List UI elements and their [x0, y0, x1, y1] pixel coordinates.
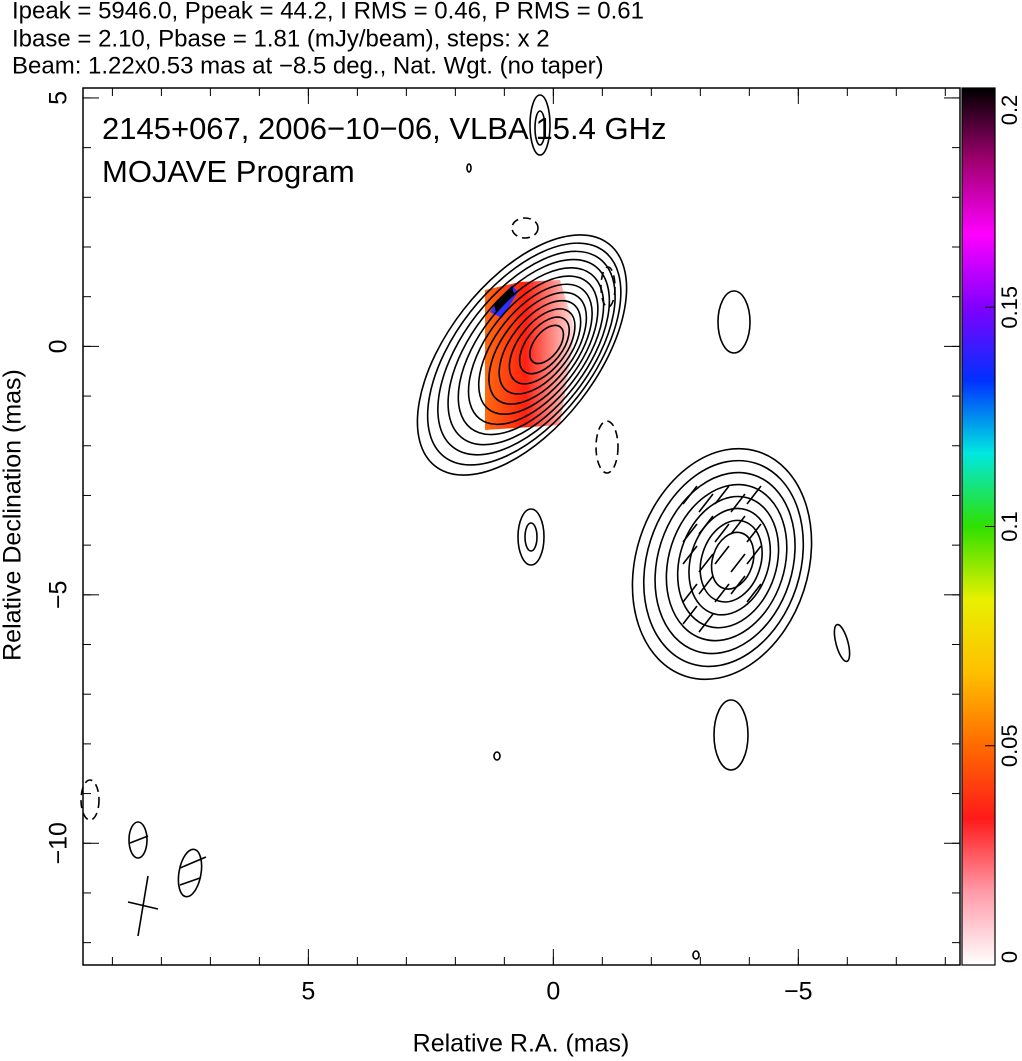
colorbar-tick-label: 0	[997, 951, 1022, 963]
contour	[692, 950, 700, 960]
pol-vector	[730, 575, 746, 595]
contour	[595, 420, 619, 474]
contour	[665, 483, 788, 642]
contour	[524, 522, 538, 552]
y-axis-label: Relative Declination (mas)	[0, 369, 27, 661]
contour	[128, 821, 148, 859]
pol-vector	[730, 493, 746, 513]
contour	[529, 94, 551, 156]
contour	[80, 779, 100, 821]
colorbar-tick-label: 0.05	[997, 724, 1022, 767]
pol-vector	[179, 877, 201, 886]
y-tick-label: 5	[45, 91, 73, 105]
pol-vector	[129, 835, 149, 844]
beam-cross	[127, 901, 159, 910]
contours	[80, 94, 851, 960]
contour	[631, 447, 813, 681]
contour	[437, 250, 616, 456]
pol-vector	[746, 485, 762, 505]
contour	[466, 163, 472, 173]
annotation: 2145+067, 2006−10−06, VLBA 15.4 GHz	[102, 111, 667, 146]
x-tick-label: 5	[301, 978, 315, 1006]
pol-vector	[179, 856, 207, 869]
pol-vector	[714, 545, 730, 565]
contour	[699, 519, 763, 603]
contour	[177, 848, 203, 898]
pol-vector	[730, 553, 746, 573]
pol-vector	[682, 545, 698, 565]
colorbar	[961, 87, 996, 966]
pol-vector	[682, 605, 698, 625]
pol-vector	[714, 583, 730, 603]
pol-vector	[698, 613, 714, 633]
y-tick-label: −5	[45, 581, 73, 610]
pol-vector	[698, 515, 714, 535]
pol-vector	[682, 523, 698, 543]
contour	[518, 316, 570, 375]
contour	[654, 471, 796, 655]
header-line: Beam: 1.22x0.53 mas at −8.5 deg., Nat. W…	[12, 52, 604, 79]
pol-vector	[746, 545, 762, 565]
x-tick-label: −5	[784, 978, 813, 1006]
contour	[511, 217, 539, 239]
colorbar-tick-label: 0.1	[997, 511, 1022, 542]
contour	[676, 495, 780, 629]
annotation: MOJAVE Program	[102, 154, 355, 189]
header-line: Ipeak = 5946.0, Ppeak = 44.2, I RMS = 0.…	[12, 0, 644, 24]
contour	[642, 459, 805, 668]
contour	[457, 267, 605, 436]
pol-vector	[682, 485, 698, 505]
pol-vector	[682, 583, 698, 603]
contour	[717, 290, 751, 354]
pol-vector	[746, 523, 762, 543]
contour	[477, 283, 593, 416]
colorbar-tick-label: 0.15	[997, 286, 1022, 329]
colorbar-tick-label: 0.2	[997, 95, 1022, 126]
x-axis-label: Relative R.A. (mas)	[413, 1030, 630, 1058]
contour	[493, 751, 501, 761]
contour	[517, 508, 545, 566]
contour	[416, 234, 628, 476]
pol-vector	[714, 485, 730, 505]
contour	[488, 291, 588, 405]
pol-vector	[730, 515, 746, 535]
y-tick-label: 0	[45, 339, 73, 353]
pol-vector	[714, 523, 730, 543]
contour	[426, 242, 622, 466]
x-tick-label: 0	[546, 978, 560, 1006]
pol-vector	[698, 575, 714, 595]
contour	[467, 275, 599, 426]
contour	[508, 308, 576, 385]
polarization-patch	[494, 286, 514, 312]
contour	[833, 623, 851, 663]
header-line: Ibase = 2.10, Pbase = 1.81 (mJy/beam), s…	[12, 25, 550, 52]
y-tick-label: −10	[45, 822, 73, 864]
contour	[529, 324, 565, 365]
pol-vector	[698, 493, 714, 513]
contour	[713, 699, 749, 771]
contour	[688, 507, 772, 616]
contour	[534, 110, 546, 146]
pol-vector	[698, 553, 714, 573]
contour	[447, 258, 611, 446]
contour	[498, 299, 582, 395]
pol-vector	[746, 583, 762, 603]
plot-frame	[82, 87, 961, 966]
